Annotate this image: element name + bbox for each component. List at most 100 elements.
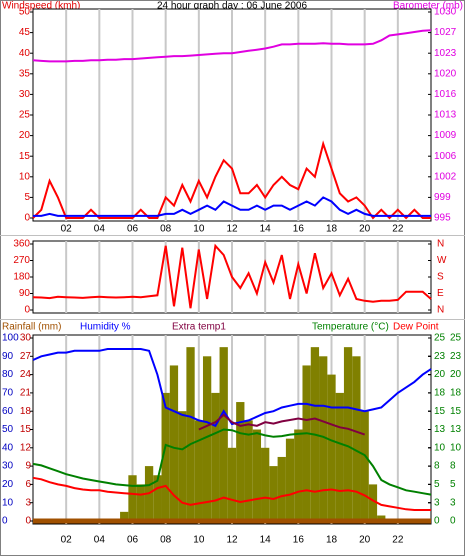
x-tick-label: 02 xyxy=(61,224,73,235)
x-tick-label: 12 xyxy=(226,535,238,546)
x-tick-label: 04 xyxy=(94,224,106,235)
y-tick-label: 995 xyxy=(434,213,451,224)
y-tick-label: E xyxy=(437,288,444,299)
y-tick-label: 20 xyxy=(450,369,462,380)
series-line xyxy=(32,243,432,309)
y-tick-label: 0 xyxy=(434,516,440,527)
y-tick-label: 60 xyxy=(2,406,14,417)
y-tick-label: 9 xyxy=(25,461,31,472)
y-tick-label: 20 xyxy=(434,369,446,380)
y-tick-label: 25 xyxy=(434,333,446,344)
solar-bar xyxy=(169,365,179,521)
y-tick-label: 12 xyxy=(20,442,32,453)
y-tick-label: 3 xyxy=(450,497,456,508)
y-tick-label: 0 xyxy=(450,516,456,527)
y-tick-label: 18 xyxy=(20,406,32,417)
solar-bar xyxy=(128,475,137,521)
y-tick-label: 0 xyxy=(24,213,30,224)
series-line xyxy=(32,29,432,63)
solar-bar xyxy=(227,447,237,521)
y-tick-label: 24 xyxy=(20,369,32,380)
solar-bar xyxy=(302,365,311,521)
y-tick-label: 0 xyxy=(24,305,30,316)
wind-axis-title: Windspeed (kmh) xyxy=(2,1,80,12)
chart-title: 24 hour graph day : 06 June 2006 xyxy=(157,1,308,12)
y-tick-label: 45 xyxy=(19,27,31,38)
y-tick-label: 1020 xyxy=(434,68,457,79)
y-tick-label: 20 xyxy=(19,130,31,141)
y-tick-label: S xyxy=(437,272,444,283)
y-tick-label: 30 xyxy=(2,461,14,472)
y-tick-label: 15 xyxy=(434,406,446,417)
solar-bar xyxy=(360,411,369,521)
y-tick-label: 30 xyxy=(20,333,32,344)
y-tick-label: 999 xyxy=(434,192,451,203)
y-tick-label: 8 xyxy=(450,461,456,472)
solar-bar xyxy=(120,511,129,521)
solar-bar xyxy=(377,515,386,521)
y-tick-label: 20 xyxy=(2,479,14,490)
y-tick-label: 1013 xyxy=(434,110,457,121)
solar-bar xyxy=(202,356,212,521)
solar-bar xyxy=(252,429,262,521)
x-tick-label: 02 xyxy=(61,535,73,546)
x-tick-label: 10 xyxy=(193,224,205,235)
series-line xyxy=(32,476,431,511)
x-tick-label: 18 xyxy=(326,224,338,235)
solar-bar xyxy=(269,466,278,521)
x-tick-label: 20 xyxy=(359,224,371,235)
y-tick-label: 23 xyxy=(434,351,446,362)
y-tick-label: N xyxy=(437,239,444,250)
solar-bar xyxy=(327,374,336,521)
y-tick-label: 1009 xyxy=(434,130,457,141)
solar-bar xyxy=(294,429,303,521)
solar-bar xyxy=(335,392,344,521)
solar-bar xyxy=(178,411,187,521)
y-tick-label: 21 xyxy=(20,388,32,399)
y-tick-label: W xyxy=(437,255,447,266)
series-line xyxy=(32,140,431,220)
y-tick-label: 25 xyxy=(19,110,31,121)
series-label: Rainfall (mm) xyxy=(2,322,61,333)
series-line xyxy=(33,196,431,217)
y-tick-label: 1002 xyxy=(434,171,457,182)
y-tick-label: 1016 xyxy=(434,89,457,100)
x-tick-label: 16 xyxy=(293,224,305,235)
solar-bar xyxy=(161,392,170,521)
y-tick-label: 180 xyxy=(13,272,30,283)
y-tick-label: 5 xyxy=(450,479,456,490)
y-tick-label: 3 xyxy=(25,497,31,508)
x-tick-label: 22 xyxy=(392,224,404,235)
series-label: Temperature (°C) xyxy=(312,322,389,333)
solar-bar xyxy=(244,420,253,521)
y-tick-label: 25 xyxy=(450,333,462,344)
y-tick-label: 6 xyxy=(25,479,31,490)
x-tick-label: 16 xyxy=(293,535,305,546)
y-tick-label: 270 xyxy=(13,255,30,266)
series-line xyxy=(198,413,366,436)
y-tick-label: 30 xyxy=(19,89,31,100)
x-tick-label: 14 xyxy=(260,535,272,546)
solar-bar xyxy=(352,356,361,521)
series-label: Humidity % xyxy=(80,322,131,333)
y-tick-label: 15 xyxy=(20,424,32,435)
y-tick-label: 5 xyxy=(434,479,440,490)
barometer-axis-title: Barometer (mb) xyxy=(393,1,463,12)
y-tick-label: 40 xyxy=(19,48,31,59)
solar-bar xyxy=(194,420,203,521)
solar-bar xyxy=(236,402,245,521)
y-tick-label: 0 xyxy=(2,516,8,527)
y-tick-label: 13 xyxy=(434,424,446,435)
y-tick-label: 10 xyxy=(2,497,14,508)
x-tick-label: 22 xyxy=(392,535,404,546)
y-tick-label: 1006 xyxy=(434,151,457,162)
series-label: Dew Point xyxy=(393,322,439,333)
solar-bar xyxy=(219,347,228,521)
y-tick-label: 50 xyxy=(2,424,14,435)
y-tick-label: 15 xyxy=(19,151,31,162)
x-tick-label: 08 xyxy=(160,224,172,235)
y-tick-label: 8 xyxy=(434,461,440,472)
y-tick-label: 18 xyxy=(434,388,446,399)
y-tick-label: 10 xyxy=(434,442,446,453)
solar-bar xyxy=(211,392,220,521)
